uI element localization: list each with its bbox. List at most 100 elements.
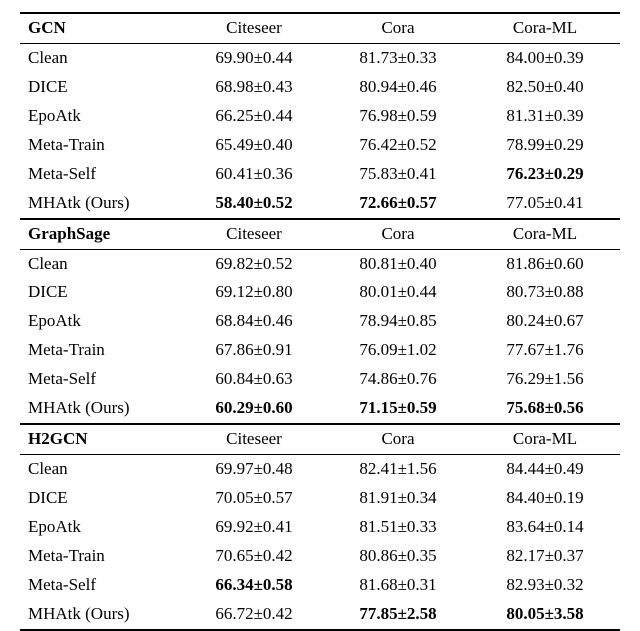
value-cell: 68.84±0.46 — [182, 307, 326, 336]
table-row: EpoAtk68.84±0.4678.94±0.8580.24±0.67 — [20, 307, 620, 336]
value-cell: 66.72±0.42 — [182, 600, 326, 630]
value-cell: 80.05±3.58 — [470, 600, 620, 630]
method-name: Clean — [20, 455, 182, 484]
value-cell: 84.00±0.39 — [470, 43, 620, 72]
method-name: EpoAtk — [20, 513, 182, 542]
method-name: EpoAtk — [20, 102, 182, 131]
value-cell: 82.17±0.37 — [470, 542, 620, 571]
dataset-header: Cora — [326, 424, 470, 454]
table-row: Meta-Train67.86±0.9176.09±1.0277.67±1.76 — [20, 336, 620, 365]
method-name: Meta-Self — [20, 365, 182, 394]
value-cell: 81.68±0.31 — [326, 571, 470, 600]
value-cell: 74.86±0.76 — [326, 365, 470, 394]
dataset-header: Citeseer — [182, 424, 326, 454]
block-header-row: GraphSageCiteseerCoraCora-ML — [20, 219, 620, 249]
model-name: GraphSage — [20, 219, 182, 249]
table-row: DICE69.12±0.8080.01±0.4480.73±0.88 — [20, 278, 620, 307]
method-name: Meta-Train — [20, 336, 182, 365]
value-cell: 84.44±0.49 — [470, 455, 620, 484]
value-cell: 70.65±0.42 — [182, 542, 326, 571]
method-name: DICE — [20, 484, 182, 513]
method-name: Meta-Train — [20, 131, 182, 160]
dataset-header: Cora-ML — [470, 219, 620, 249]
model-name: H2GCN — [20, 424, 182, 454]
table-row: Meta-Train70.65±0.4280.86±0.3582.17±0.37 — [20, 542, 620, 571]
value-cell: 69.12±0.80 — [182, 278, 326, 307]
method-name: MHAtk (Ours) — [20, 600, 182, 630]
value-cell: 75.83±0.41 — [326, 160, 470, 189]
value-cell: 60.29±0.60 — [182, 394, 326, 424]
dataset-header: Cora-ML — [470, 424, 620, 454]
value-cell: 80.73±0.88 — [470, 278, 620, 307]
value-cell: 77.05±0.41 — [470, 189, 620, 219]
value-cell: 81.31±0.39 — [470, 102, 620, 131]
value-cell: 68.98±0.43 — [182, 73, 326, 102]
method-name: Meta-Self — [20, 160, 182, 189]
value-cell: 76.09±1.02 — [326, 336, 470, 365]
dataset-header: Cora-ML — [470, 13, 620, 43]
table-row: EpoAtk66.25±0.4476.98±0.5981.31±0.39 — [20, 102, 620, 131]
block-header-row: H2GCNCiteseerCoraCora-ML — [20, 424, 620, 454]
table-row: Meta-Self60.41±0.3675.83±0.4176.23±0.29 — [20, 160, 620, 189]
value-cell: 82.41±1.56 — [326, 455, 470, 484]
value-cell: 76.29±1.56 — [470, 365, 620, 394]
value-cell: 60.84±0.63 — [182, 365, 326, 394]
value-cell: 69.82±0.52 — [182, 249, 326, 278]
value-cell: 66.34±0.58 — [182, 571, 326, 600]
method-name: MHAtk (Ours) — [20, 394, 182, 424]
value-cell: 81.91±0.34 — [326, 484, 470, 513]
method-name: EpoAtk — [20, 307, 182, 336]
method-name: Meta-Train — [20, 542, 182, 571]
table-row: Clean69.97±0.4882.41±1.5684.44±0.49 — [20, 455, 620, 484]
value-cell: 72.66±0.57 — [326, 189, 470, 219]
value-cell: 76.23±0.29 — [470, 160, 620, 189]
value-cell: 69.97±0.48 — [182, 455, 326, 484]
table-row: Meta-Self66.34±0.5881.68±0.3182.93±0.32 — [20, 571, 620, 600]
value-cell: 67.86±0.91 — [182, 336, 326, 365]
value-cell: 83.64±0.14 — [470, 513, 620, 542]
value-cell: 82.93±0.32 — [470, 571, 620, 600]
value-cell: 69.92±0.41 — [182, 513, 326, 542]
value-cell: 84.40±0.19 — [470, 484, 620, 513]
table-row: MHAtk (Ours)60.29±0.6071.15±0.5975.68±0.… — [20, 394, 620, 424]
value-cell: 80.01±0.44 — [326, 278, 470, 307]
value-cell: 80.24±0.67 — [470, 307, 620, 336]
value-cell: 78.94±0.85 — [326, 307, 470, 336]
value-cell: 76.98±0.59 — [326, 102, 470, 131]
table-row: MHAtk (Ours)66.72±0.4277.85±2.5880.05±3.… — [20, 600, 620, 630]
value-cell: 70.05±0.57 — [182, 484, 326, 513]
value-cell: 65.49±0.40 — [182, 131, 326, 160]
value-cell: 78.99±0.29 — [470, 131, 620, 160]
method-name: DICE — [20, 278, 182, 307]
value-cell: 80.86±0.35 — [326, 542, 470, 571]
dataset-header: Citeseer — [182, 13, 326, 43]
table-row: DICE68.98±0.4380.94±0.4682.50±0.40 — [20, 73, 620, 102]
table-row: DICE70.05±0.5781.91±0.3484.40±0.19 — [20, 484, 620, 513]
table-row: Clean69.90±0.4481.73±0.3384.00±0.39 — [20, 43, 620, 72]
value-cell: 66.25±0.44 — [182, 102, 326, 131]
table-row: MHAtk (Ours)58.40±0.5272.66±0.5777.05±0.… — [20, 189, 620, 219]
value-cell: 80.81±0.40 — [326, 249, 470, 278]
dataset-header: Cora — [326, 219, 470, 249]
table-row: Clean69.82±0.5280.81±0.4081.86±0.60 — [20, 249, 620, 278]
method-name: Meta-Self — [20, 571, 182, 600]
value-cell: 82.50±0.40 — [470, 73, 620, 102]
value-cell: 77.67±1.76 — [470, 336, 620, 365]
table-row: Meta-Train65.49±0.4076.42±0.5278.99±0.29 — [20, 131, 620, 160]
value-cell: 77.85±2.58 — [326, 600, 470, 630]
results-table: GCNCiteseerCoraCora-MLClean69.90±0.4481.… — [20, 12, 620, 631]
table-row: EpoAtk69.92±0.4181.51±0.3383.64±0.14 — [20, 513, 620, 542]
method-name: MHAtk (Ours) — [20, 189, 182, 219]
method-name: Clean — [20, 249, 182, 278]
value-cell: 60.41±0.36 — [182, 160, 326, 189]
model-name: GCN — [20, 13, 182, 43]
dataset-header: Cora — [326, 13, 470, 43]
method-name: DICE — [20, 73, 182, 102]
value-cell: 81.51±0.33 — [326, 513, 470, 542]
value-cell: 75.68±0.56 — [470, 394, 620, 424]
block-header-row: GCNCiteseerCoraCora-ML — [20, 13, 620, 43]
value-cell: 80.94±0.46 — [326, 73, 470, 102]
method-name: Clean — [20, 43, 182, 72]
dataset-header: Citeseer — [182, 219, 326, 249]
value-cell: 58.40±0.52 — [182, 189, 326, 219]
